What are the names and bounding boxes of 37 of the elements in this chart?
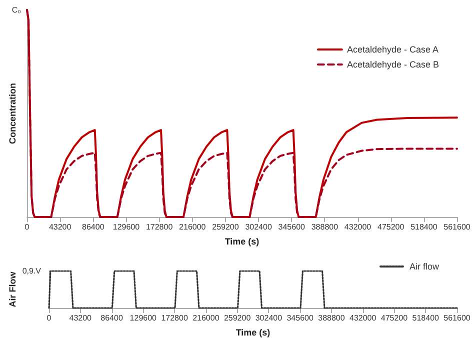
- x-axis-title: Time (s): [224, 236, 260, 246]
- x-tick-label: 86400: [82, 222, 105, 232]
- x-tick-label: 216000: [192, 314, 220, 322]
- y-axis-title: Air Flow: [8, 270, 18, 308]
- x-tick-label: 345600: [278, 222, 306, 232]
- x-tick-label: 129600: [130, 314, 158, 322]
- x-tick-label: 302400: [245, 222, 272, 232]
- x-tick-label: 432000: [344, 222, 372, 232]
- legend-label: Air flow: [409, 262, 440, 272]
- x-tick-label: 259200: [224, 314, 252, 322]
- text: C₀: [12, 6, 21, 14]
- y-axis-title: Concentration: [8, 82, 18, 144]
- x-tick-label: 345600: [286, 314, 314, 322]
- legend-label: Acetaldehyde - Case B: [346, 60, 440, 70]
- x-tick-label: 172800: [146, 222, 174, 232]
- x-tick-label: 561600: [444, 222, 471, 232]
- x-tick-label: 432000: [349, 314, 377, 322]
- x-tick-label: 259200: [212, 222, 240, 232]
- x-tick-label: 561600: [444, 314, 471, 322]
- x-tick-label: 518400: [412, 314, 440, 322]
- x-tick-label: 0: [46, 314, 52, 322]
- x-axis-title: Time (s): [236, 328, 270, 338]
- legend-label: Acetaldehyde - Case A: [346, 44, 439, 54]
- x-tick-label: 388800: [318, 314, 346, 322]
- x-tick-label: 86400: [100, 314, 124, 322]
- x-tick-label: 388800: [311, 222, 339, 232]
- x-tick-label: 302400: [255, 314, 283, 322]
- x-tick-label: 518400: [410, 222, 438, 232]
- x-tick-label: 43200: [48, 222, 72, 232]
- text: 0,9.V: [22, 266, 42, 276]
- x-tick-label: 43200: [69, 314, 92, 322]
- x-tick-label: 0: [24, 222, 30, 232]
- x-tick-label: 475200: [377, 222, 405, 232]
- x-tick-label: 475200: [380, 314, 408, 322]
- x-tick-label: 172800: [161, 314, 188, 322]
- x-tick-label: 129600: [112, 222, 140, 232]
- x-tick-label: 216000: [179, 222, 206, 232]
